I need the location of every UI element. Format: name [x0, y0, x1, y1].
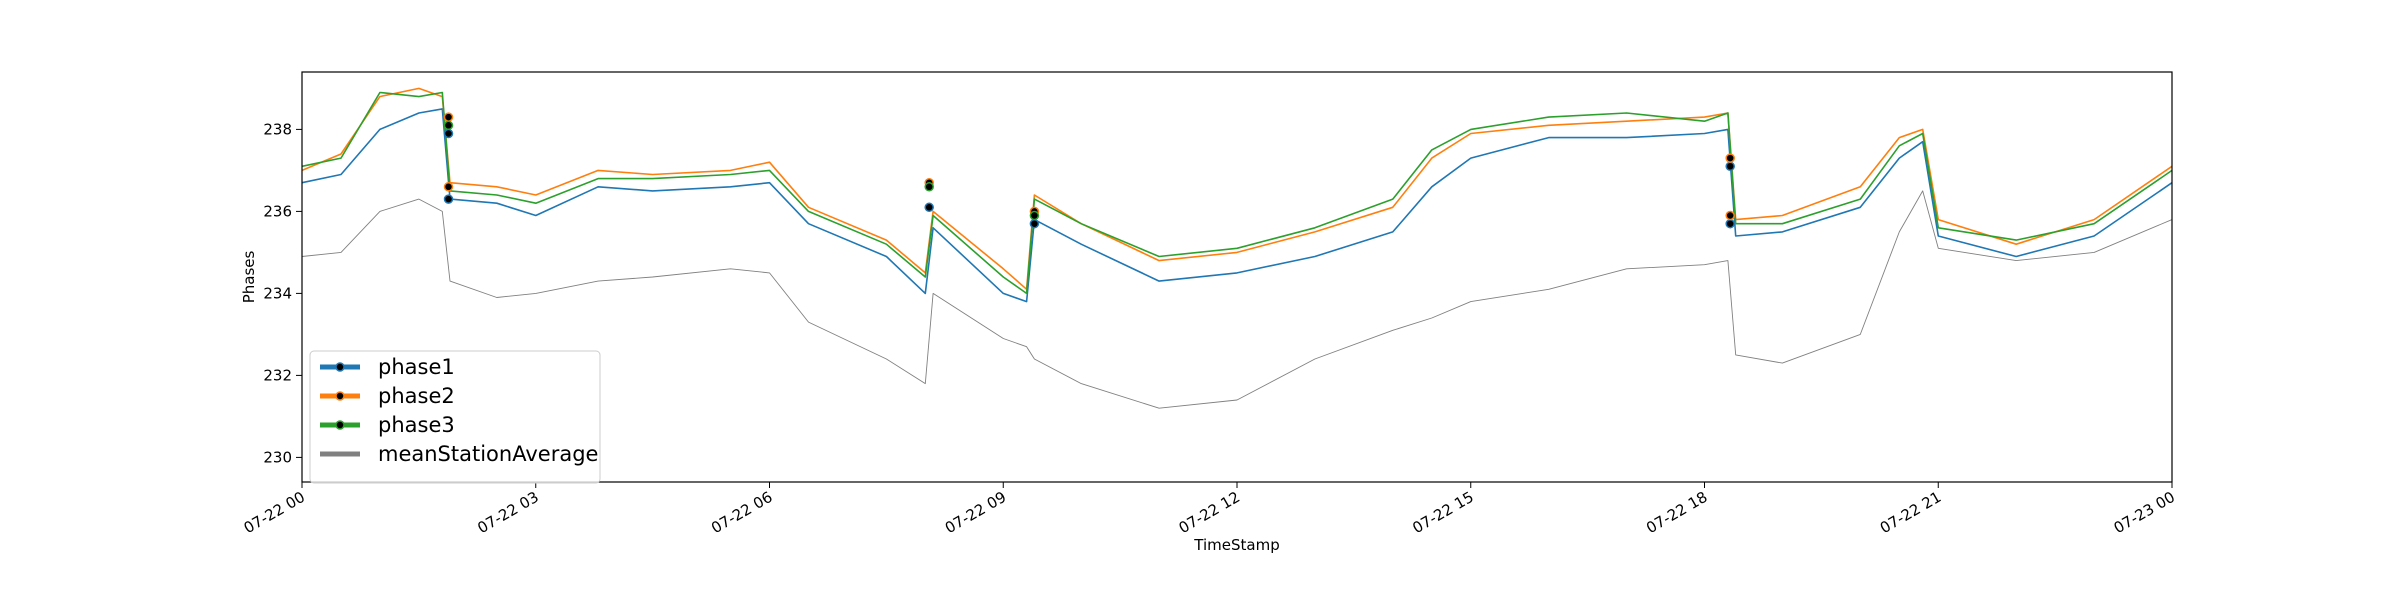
series-line-phase1	[301, 108, 2173, 303]
y-tick-label: 234	[263, 284, 292, 302]
legend-marker-phase1	[335, 362, 345, 372]
marker-point-phase2	[1725, 210, 1735, 221]
legend-label-phase2: phase2	[378, 384, 455, 408]
legend-marker-phase3	[335, 420, 345, 430]
series-line-phase3	[301, 91, 2173, 295]
legend-label-phase1: phase1	[378, 355, 455, 379]
y-tick-label: 230	[263, 448, 292, 466]
marker-point-phase1	[924, 202, 934, 213]
marker-layer	[443, 112, 1735, 229]
marker-point-phase3	[924, 182, 934, 192]
series-layer	[301, 87, 2173, 409]
y-axis: 230 232 234 236 238	[263, 120, 302, 466]
legend-marker-phase2	[335, 391, 345, 401]
marker-point-phase2	[443, 182, 454, 192]
marker-point-phase1	[443, 128, 454, 139]
marker-point-phase2	[1725, 153, 1735, 163]
y-tick-label: 236	[263, 202, 292, 220]
marker-point-phase3	[1029, 210, 1040, 221]
y-tick-label: 232	[263, 366, 292, 384]
marker-point-phase1	[1725, 218, 1735, 229]
legend-label-phase3: phase3	[378, 413, 455, 437]
y-axis-label: Phases	[240, 251, 258, 304]
marker-point-phase1	[1725, 161, 1735, 172]
legend-label-meanStationAverage: meanStationAverage	[378, 442, 598, 466]
marker-point-phase3	[443, 120, 454, 131]
marker-point-phase2	[443, 112, 454, 122]
legend: phase1 phase2 phase3 meanStationAverage	[309, 350, 601, 484]
x-axis-label: TimeStamp	[1193, 536, 1279, 554]
legend-box	[309, 350, 601, 484]
y-tick-label: 238	[263, 120, 292, 138]
marker-point-phase1	[443, 194, 454, 204]
series-line-meanStationAverage	[301, 190, 2173, 409]
marker-point-phase1	[1029, 218, 1040, 229]
